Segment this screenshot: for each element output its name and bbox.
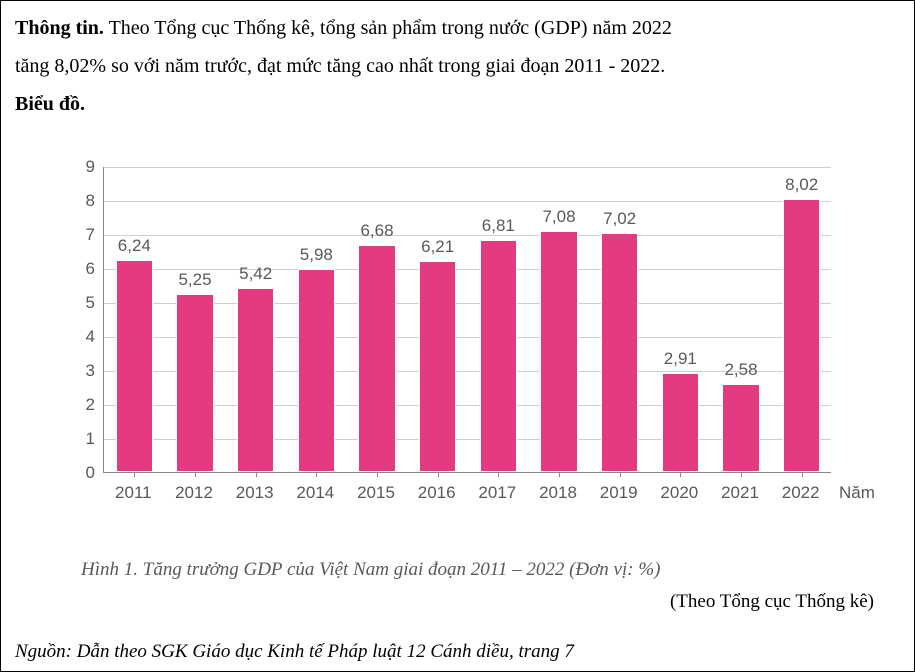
bar-slot: 7,08 xyxy=(529,166,590,472)
chart-section-label: Biểu đồ. xyxy=(15,93,85,115)
bar-slot: 5,42 xyxy=(225,166,286,472)
bar-slot: 2,58 xyxy=(711,166,772,472)
bar-value-label: 6,24 xyxy=(104,236,164,256)
bar-value-label: 7,08 xyxy=(529,207,589,227)
footnote: Nguồn: Dẫn theo SGK Giáo dục Kinh tế Phá… xyxy=(15,641,574,663)
gdp-bar-chart: 6,245,255,425,986,686,216,817,087,02 2,91… xyxy=(57,139,887,539)
chart-x-axis-title: Năm xyxy=(839,483,875,503)
y-tick-label: 5 xyxy=(57,293,95,313)
y-tick-label: 7 xyxy=(57,225,95,245)
bar-slot: 6,24 xyxy=(104,166,165,472)
x-tick-mark xyxy=(741,472,742,477)
bar-slot: 2,91 xyxy=(650,166,711,472)
y-tick-label: 1 xyxy=(57,429,95,449)
x-tick-label: 2019 xyxy=(600,483,638,503)
bar-value-label: 6,81 xyxy=(468,216,528,236)
x-tick-label: 2014 xyxy=(296,483,334,503)
intro-text-1: Theo Tổng cục Thống kê, tổng sản phẩm tr… xyxy=(104,17,672,39)
x-tick-mark xyxy=(620,472,621,477)
x-tick-mark xyxy=(316,472,317,477)
bar xyxy=(480,240,518,472)
x-tick-mark xyxy=(256,472,257,477)
x-tick-mark xyxy=(438,472,439,477)
bar xyxy=(116,260,154,472)
bar-slot: 6,68 xyxy=(347,166,408,472)
x-tick-label: 2013 xyxy=(236,483,274,503)
document-page: Thông tin. Theo Tổng cục Thống kê, tổng … xyxy=(0,0,915,672)
bar xyxy=(662,373,700,472)
bar xyxy=(358,245,396,472)
x-tick-mark xyxy=(377,472,378,477)
bar-slot: 5,98 xyxy=(286,166,347,472)
figure-caption: Hình 1. Tăng trưởng GDP của Việt Nam gia… xyxy=(81,559,661,581)
x-tick-label: 2017 xyxy=(478,483,516,503)
x-tick-label: 2022 xyxy=(782,483,820,503)
x-tick-label: 2011 xyxy=(115,483,152,503)
y-tick-label: 3 xyxy=(57,361,95,381)
x-tick-mark xyxy=(134,472,135,477)
intro-label: Thông tin. xyxy=(15,17,104,39)
bar-value-label: 6,21 xyxy=(408,237,468,257)
bar-slot: 8,02 xyxy=(771,166,832,472)
bar xyxy=(176,294,214,473)
x-tick-mark xyxy=(802,472,803,477)
figure-source: (Theo Tổng cục Thống kê) xyxy=(670,591,874,613)
bar-value-label: 5,42 xyxy=(226,264,286,284)
bar xyxy=(540,231,578,472)
bar xyxy=(419,261,457,472)
bar-value-label: 2,91 xyxy=(650,349,710,369)
bar xyxy=(237,288,275,472)
chart-bars: 6,245,255,425,986,686,216,817,087,02 2,91… xyxy=(104,167,831,472)
y-tick-label: 6 xyxy=(57,259,95,279)
bar xyxy=(722,384,760,472)
x-tick-label: 2012 xyxy=(175,483,213,503)
intro-text-2: tăng 8,02% so với năm trước, đạt mức tăn… xyxy=(15,55,665,77)
x-tick-mark xyxy=(559,472,560,477)
x-tick-mark xyxy=(195,472,196,477)
x-tick-label: 2015 xyxy=(357,483,395,503)
x-tick-mark xyxy=(680,472,681,477)
bar-slot: 6,21 xyxy=(407,166,468,472)
y-tick-label: 9 xyxy=(57,157,95,177)
x-tick-label: 2020 xyxy=(660,483,698,503)
bar-slot: 6,81 xyxy=(468,166,529,472)
bar-value-label: 7,02 xyxy=(590,209,650,229)
intro-paragraph: Thông tin. Theo Tổng cục Thống kê, tổng … xyxy=(1,1,914,123)
bar xyxy=(783,199,821,472)
x-tick-label: 2018 xyxy=(539,483,577,503)
bar-value-label: 5,25 xyxy=(165,270,225,290)
y-tick-label: 8 xyxy=(57,191,95,211)
bar-slot: 5,25 xyxy=(165,166,226,472)
bar-value-label: 8,02 xyxy=(772,175,832,195)
bar xyxy=(601,233,639,472)
y-tick-label: 4 xyxy=(57,327,95,347)
y-tick-label: 0 xyxy=(57,463,95,483)
bar xyxy=(298,269,336,472)
x-tick-mark xyxy=(498,472,499,477)
bar-value-label: 5,98 xyxy=(286,245,346,265)
x-tick-label: 2021 xyxy=(721,483,759,503)
x-tick-label: 2016 xyxy=(418,483,456,503)
bar-slot: 7,02 xyxy=(589,166,650,472)
bar-value-label: 6,68 xyxy=(347,221,407,241)
y-tick-label: 2 xyxy=(57,395,95,415)
chart-plot-area: 6,245,255,425,986,686,216,817,087,02 2,91… xyxy=(103,167,831,473)
bar-value-label: 2,58 xyxy=(711,360,771,380)
